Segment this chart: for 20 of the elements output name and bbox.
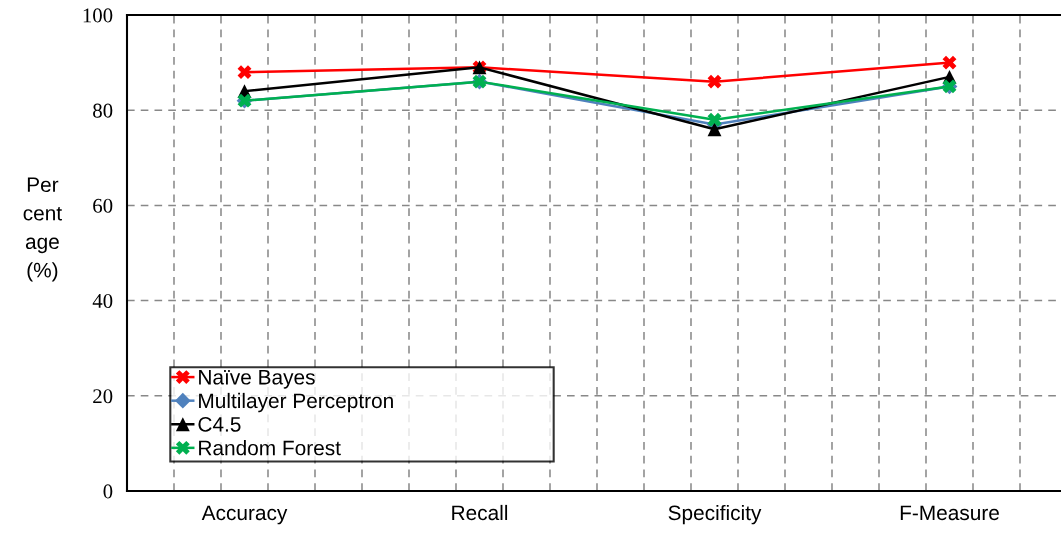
y-tick-label: 80 bbox=[93, 103, 113, 118]
y-tick-label: 60 bbox=[93, 198, 113, 213]
x-tick-label: Specificity bbox=[668, 504, 762, 525]
legend-label: C4.5 bbox=[198, 417, 241, 432]
point bbox=[707, 112, 722, 127]
x-tick-label: F-Measure bbox=[900, 505, 999, 521]
legend-label: Multilayer Perceptron bbox=[199, 392, 393, 413]
point bbox=[707, 122, 722, 137]
point bbox=[942, 55, 957, 70]
point bbox=[707, 74, 722, 89]
y-tick-label: 0 bbox=[103, 484, 113, 499]
y-tick-label: 40 bbox=[92, 293, 113, 309]
x-tick-label: Recall bbox=[452, 504, 508, 521]
y-tick-label: 20 bbox=[93, 389, 113, 404]
point bbox=[237, 65, 252, 80]
y-axis-title: Per cent age (%) bbox=[23, 177, 62, 282]
legend-label: Random Forest bbox=[199, 440, 341, 456]
y-tick-label: 100 bbox=[83, 8, 113, 23]
x-tick-label: Accuracy bbox=[201, 505, 288, 525]
legend-label: Naïve Bayes bbox=[199, 370, 315, 389]
